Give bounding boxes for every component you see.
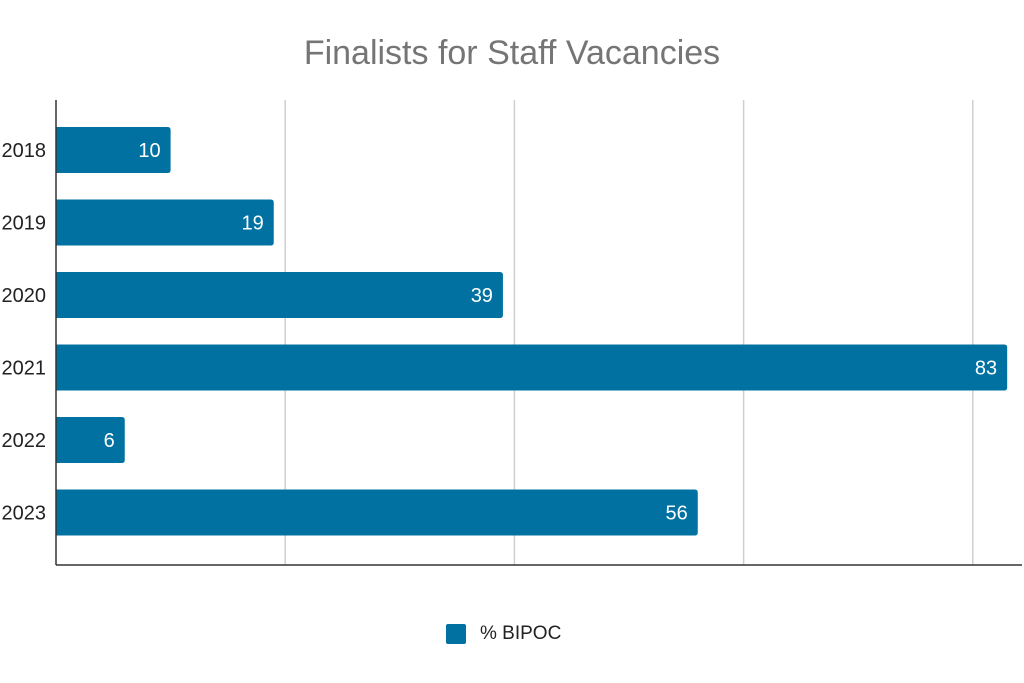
bar-value-label: 6: [104, 430, 115, 452]
legend: % BIPOC: [446, 623, 561, 645]
y-tick-label: 2022: [2, 430, 47, 452]
y-tick-label: 2023: [2, 503, 47, 525]
bars: 10 19 39 83 6 56: [56, 127, 1008, 536]
y-tick-label: 2019: [2, 213, 47, 235]
bar-2021: [56, 344, 1008, 391]
bar-2019: [56, 199, 274, 246]
bar-2023: [56, 489, 698, 536]
bar-value-label: 56: [666, 503, 688, 525]
axes: 2018 2019 2020 2021 2022 2023: [2, 100, 1022, 566]
bar-2020: [56, 272, 503, 318]
legend-swatch: [446, 624, 466, 644]
bar-value-label: 39: [471, 285, 493, 307]
bar-2022: [56, 417, 125, 463]
gridlines: [284, 100, 974, 565]
bar-value-label: 19: [241, 213, 263, 235]
bar-value-label: 10: [138, 140, 160, 162]
bar-2018: [56, 127, 171, 173]
chart-title: Finalists for Staff Vacancies: [303, 34, 721, 72]
bar-value-label: 83: [975, 358, 997, 380]
y-tick-label: 2021: [2, 358, 47, 380]
y-tick-label: 2018: [2, 140, 47, 162]
y-tick-label: 2020: [2, 285, 47, 307]
legend-label: % BIPOC: [480, 623, 562, 644]
